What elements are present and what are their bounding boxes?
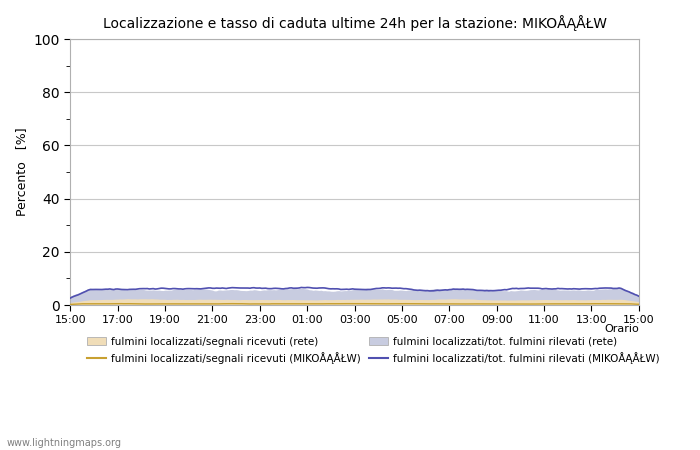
Text: Orario: Orario xyxy=(604,324,639,333)
Y-axis label: Percento   [%]: Percento [%] xyxy=(15,128,28,216)
Title: Localizzazione e tasso di caduta ultime 24h per la stazione: MIKOÅĄÅŁW: Localizzazione e tasso di caduta ultime … xyxy=(103,15,607,31)
Text: www.lightningmaps.org: www.lightningmaps.org xyxy=(7,438,122,448)
Legend: fulmini localizzati/segnali ricevuti (rete), fulmini localizzati/segnali ricevut: fulmini localizzati/segnali ricevuti (re… xyxy=(87,337,659,364)
